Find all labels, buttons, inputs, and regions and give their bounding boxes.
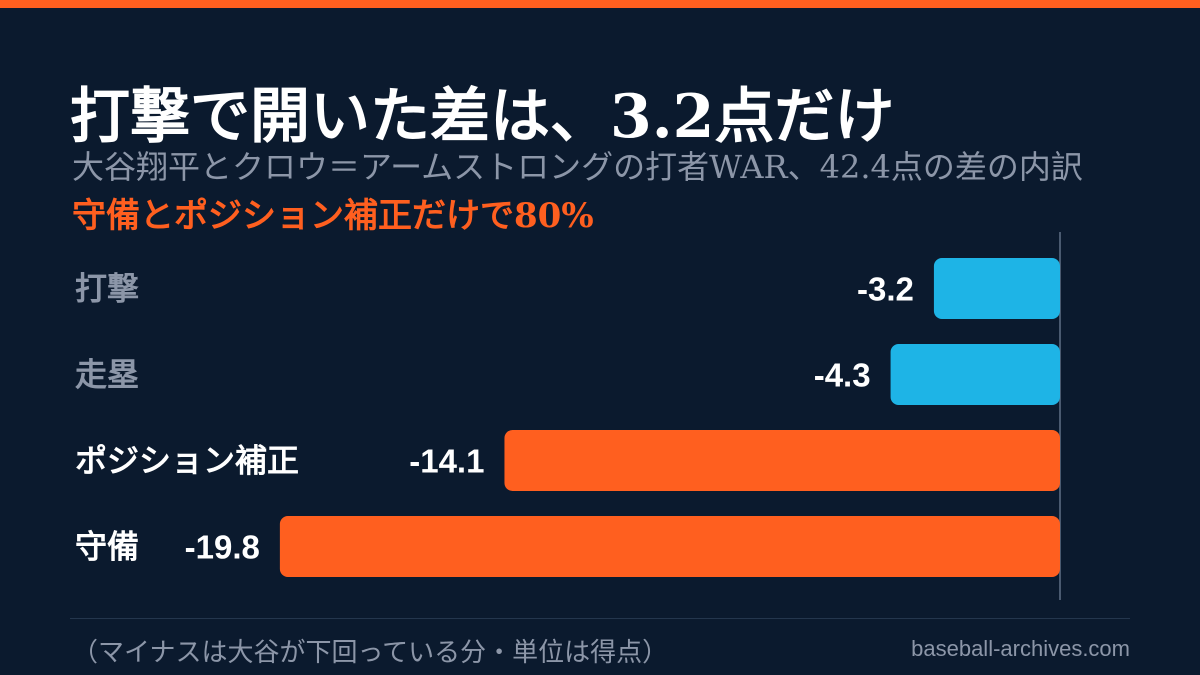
category-label-0: 打撃 (75, 270, 139, 308)
highlight-caption: 守備とポジション補正だけで80% (72, 196, 594, 236)
bars-layer: -3.2 打撃 -4.3 走塁 -14.1 ポジション補正 -19.8 守備 (75, 258, 1061, 577)
category-label-3: 守備 (75, 528, 139, 566)
footer-divider (70, 618, 1130, 619)
value-label-3: -19.8 (185, 529, 260, 566)
bar-0 (933, 258, 1060, 319)
value-label-0: -3.2 (857, 271, 914, 308)
bar-3 (279, 516, 1060, 577)
top-accent-stripe (0, 0, 1200, 8)
category-label-1: 走塁 (75, 356, 139, 394)
page-subtitle: 大谷翔平とクロウ＝アームストロングの打者WAR、42.4点の差の内訳 (72, 148, 1083, 186)
value-label-1: -4.3 (814, 357, 871, 394)
value-label-2: -14.1 (409, 443, 484, 480)
footnote: （マイナスは大谷が下回っている分・単位は得点） (72, 638, 669, 668)
bar-2 (504, 430, 1061, 491)
page-title: 打撃で開いた差は、3.2点だけ (70, 82, 895, 152)
bar-1 (890, 344, 1060, 405)
category-label-2: ポジション補正 (75, 442, 299, 480)
source-credit: baseball-archives.com (911, 636, 1130, 661)
